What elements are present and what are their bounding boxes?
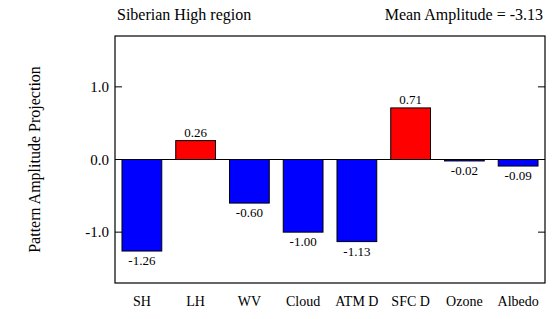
x-tick-label: SH bbox=[133, 294, 151, 309]
data-label: -0.09 bbox=[505, 168, 532, 183]
data-label: -0.02 bbox=[451, 163, 478, 178]
x-tick-label: Cloud bbox=[286, 294, 320, 309]
bar bbox=[498, 160, 538, 167]
bar bbox=[283, 160, 323, 233]
y-axis-label: Pattern Amplitude Projection bbox=[26, 66, 44, 253]
bar bbox=[122, 160, 162, 252]
y-tick bbox=[115, 232, 122, 233]
y-tick-label: 1.0 bbox=[90, 79, 109, 95]
zero-line bbox=[115, 159, 545, 160]
data-label: 0.71 bbox=[399, 92, 422, 107]
chart-svg: -1.0 0.0 1.0 SH LH WV Cloud ATM D SFC D Ozone Albe… bbox=[0, 0, 553, 319]
y-tick bbox=[538, 232, 545, 233]
y-tick bbox=[538, 159, 545, 160]
data-label: -1.13 bbox=[343, 244, 370, 259]
bar bbox=[391, 108, 431, 160]
y-tick-label: 0.0 bbox=[90, 152, 109, 168]
x-tick-label: SFC D bbox=[391, 294, 430, 309]
y-tick-label: -1.0 bbox=[85, 224, 109, 240]
x-tick-label: Albedo bbox=[498, 294, 539, 309]
x-tick-label: LH bbox=[186, 294, 205, 309]
data-label: -1.00 bbox=[290, 234, 317, 249]
data-label: -1.26 bbox=[128, 253, 156, 268]
annotation: Mean Amplitude = -3.13 bbox=[385, 6, 543, 24]
x-tick-label: ATM D bbox=[335, 294, 378, 309]
x-tick-label: Ozone bbox=[446, 294, 483, 309]
y-tick bbox=[115, 86, 122, 87]
data-label: -0.60 bbox=[236, 205, 263, 220]
bar bbox=[176, 141, 216, 160]
x-tick-label: WV bbox=[238, 294, 261, 309]
title: Siberian High region bbox=[117, 6, 251, 24]
plot-frame bbox=[115, 36, 545, 283]
data-label: 0.26 bbox=[184, 125, 207, 140]
y-tick bbox=[538, 86, 545, 87]
bar bbox=[229, 160, 269, 204]
bars bbox=[122, 108, 538, 251]
bar bbox=[337, 160, 377, 242]
chart-container: -1.0 0.0 1.0 SH LH WV Cloud ATM D SFC D Ozone Albe… bbox=[0, 0, 553, 319]
y-tick bbox=[115, 159, 122, 160]
